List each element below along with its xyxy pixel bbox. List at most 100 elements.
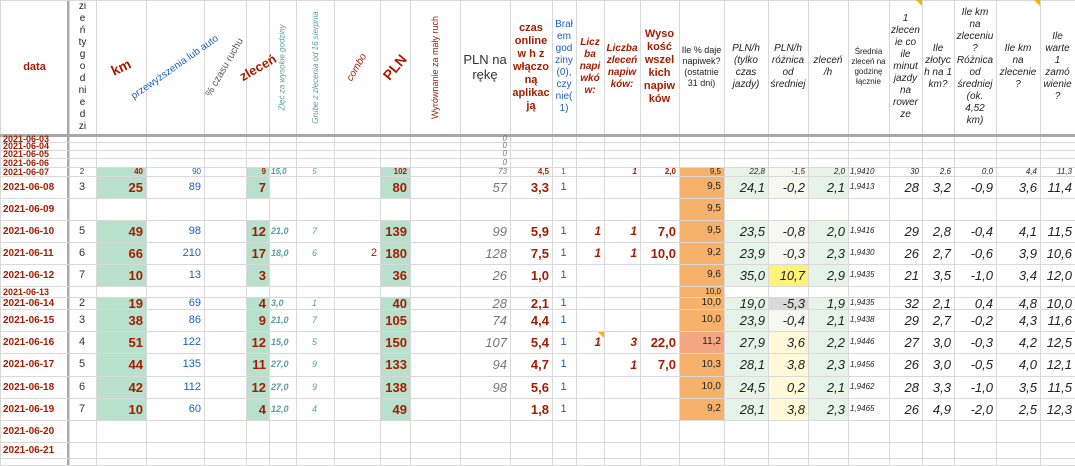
data-cell[interactable]: 2,9: [826, 267, 845, 283]
data-cell[interactable]: 1: [560, 402, 567, 415]
data-cell[interactable]: 2,0: [833, 166, 845, 176]
data-cell[interactable]: 0,4: [974, 295, 993, 311]
data-cell[interactable]: 0: [502, 134, 507, 143]
data-cell[interactable]: 138: [385, 379, 407, 395]
data-cell[interactable]: 10: [128, 267, 143, 283]
data-cell[interactable]: 66: [128, 245, 143, 261]
date-cell[interactable]: 2021-06-15: [3, 314, 55, 326]
data-cell[interactable]: 19: [128, 295, 143, 311]
data-cell[interactable]: 4,9: [932, 401, 951, 417]
data-cell[interactable]: 1: [594, 224, 601, 238]
data-cell[interactable]: 5: [311, 336, 317, 347]
column-header[interactable]: PLN na rękę: [463, 52, 507, 82]
column-header[interactable]: Grube z zlecenia od 16 sierpnia: [296, 2, 334, 132]
data-cell[interactable]: 98: [492, 379, 507, 395]
data-cell[interactable]: 2: [79, 166, 85, 176]
data-cell[interactable]: 3,0: [932, 334, 951, 350]
data-cell[interactable]: 1: [560, 296, 567, 309]
data-cell[interactable]: 23,9: [739, 245, 765, 261]
data-cell[interactable]: 23,5: [739, 223, 765, 239]
data-cell[interactable]: 3,2: [932, 179, 951, 195]
data-cell[interactable]: 27,0: [271, 381, 289, 392]
data-cell[interactable]: 7: [311, 225, 317, 236]
data-cell[interactable]: 9,2: [707, 403, 721, 414]
data-cell[interactable]: 1: [311, 297, 317, 308]
date-cell[interactable]: 2021-06-04: [3, 142, 50, 150]
column-header[interactable]: Ile km na zleceniu? Różnica od średniej …: [956, 7, 994, 126]
data-cell[interactable]: 11,6: [1047, 312, 1072, 328]
data-cell[interactable]: 6: [78, 380, 86, 393]
data-cell[interactable]: 180: [385, 245, 407, 261]
data-cell[interactable]: 19,0: [739, 295, 765, 311]
data-cell[interactable]: 3: [78, 313, 86, 326]
data-cell[interactable]: 10,0: [701, 381, 721, 392]
data-cell[interactable]: 3,8: [786, 401, 805, 417]
column-header[interactable]: Ile warte 1 zamówienie?: [1043, 31, 1072, 102]
data-cell[interactable]: 1: [560, 358, 567, 370]
data-cell[interactable]: 26: [904, 401, 919, 417]
data-cell[interactable]: 26: [904, 357, 919, 372]
data-cell[interactable]: 86: [188, 313, 201, 326]
data-cell[interactable]: 23,9: [739, 312, 765, 328]
data-cell[interactable]: 139: [385, 223, 407, 239]
data-cell[interactable]: 12,1: [1046, 357, 1072, 372]
data-cell[interactable]: 135: [182, 358, 201, 370]
data-cell[interactable]: 2,0: [664, 166, 676, 176]
column-header[interactable]: Dzień tygodnie dzieli: [78, 2, 87, 132]
data-cell[interactable]: 12: [251, 334, 266, 350]
data-cell[interactable]: 1: [594, 335, 601, 349]
data-cell[interactable]: 15,0: [271, 336, 289, 347]
data-cell[interactable]: 27: [904, 334, 919, 350]
data-cell[interactable]: 12: [251, 223, 266, 239]
column-header[interactable]: zleceń /h: [813, 55, 843, 78]
column-header[interactable]: Ile km na zlecenie?: [999, 43, 1037, 90]
date-cell[interactable]: 2021-06-19: [3, 403, 55, 415]
data-cell[interactable]: 1,9410: [850, 166, 875, 176]
date-cell[interactable]: 2021-06-17: [3, 359, 55, 370]
data-cell[interactable]: 49: [128, 223, 143, 239]
column-header[interactable]: data: [23, 60, 46, 73]
data-cell[interactable]: 5: [78, 358, 86, 370]
data-cell[interactable]: 9,2: [707, 247, 721, 258]
data-cell[interactable]: 29: [904, 312, 919, 328]
data-cell[interactable]: 2,0: [826, 223, 845, 239]
data-cell[interactable]: -2,0: [970, 401, 993, 417]
data-cell[interactable]: -0,3: [782, 245, 805, 261]
data-cell[interactable]: 105: [385, 312, 407, 328]
data-cell[interactable]: -0,9: [970, 179, 993, 195]
data-cell[interactable]: 7: [78, 268, 86, 281]
data-cell[interactable]: 4,2: [1018, 334, 1037, 350]
column-header[interactable]: PLN/h (tylko czas jazdy): [732, 43, 760, 90]
data-cell[interactable]: 15,0: [271, 166, 287, 176]
data-cell[interactable]: 9: [258, 312, 266, 328]
column-header[interactable]: 1 zlecenie co ile minut jazdy na rowerze: [891, 13, 920, 120]
data-cell[interactable]: 51: [128, 334, 143, 350]
data-cell[interactable]: 1,8: [530, 401, 549, 417]
data-cell[interactable]: 42: [128, 379, 143, 395]
data-cell[interactable]: 122: [182, 335, 201, 348]
data-cell[interactable]: 80: [392, 179, 407, 195]
data-cell[interactable]: 28: [904, 179, 919, 195]
data-cell[interactable]: -0,4: [782, 312, 805, 328]
data-cell[interactable]: 4,4: [1025, 166, 1037, 176]
data-cell[interactable]: 73: [498, 166, 507, 176]
column-header[interactable]: Średnia zleceń na godzinę łącznie: [851, 47, 886, 86]
data-cell[interactable]: 10,0: [650, 245, 676, 261]
data-cell[interactable]: 7,0: [657, 357, 676, 372]
data-cell[interactable]: 1,9435: [850, 270, 875, 279]
column-header[interactable]: Ile złotych na 1 km?: [924, 43, 952, 90]
date-cell[interactable]: 2021-06-11: [3, 247, 54, 259]
date-cell[interactable]: 2021-06-06: [3, 158, 50, 167]
data-cell[interactable]: 2,2: [826, 334, 845, 350]
data-cell[interactable]: 27,9: [739, 334, 765, 350]
data-cell[interactable]: 24,1: [739, 179, 765, 195]
data-cell[interactable]: 35,0: [739, 267, 765, 283]
data-cell[interactable]: 1: [560, 380, 567, 393]
data-cell[interactable]: -0,5: [970, 357, 993, 372]
data-cell[interactable]: 11,5: [1047, 379, 1072, 395]
data-cell[interactable]: 22,8: [749, 166, 765, 176]
data-cell[interactable]: 24,5: [739, 379, 765, 395]
data-cell[interactable]: 36: [392, 267, 407, 283]
date-cell[interactable]: 2021-06-21: [3, 444, 55, 456]
data-cell[interactable]: 0,0: [981, 166, 993, 176]
